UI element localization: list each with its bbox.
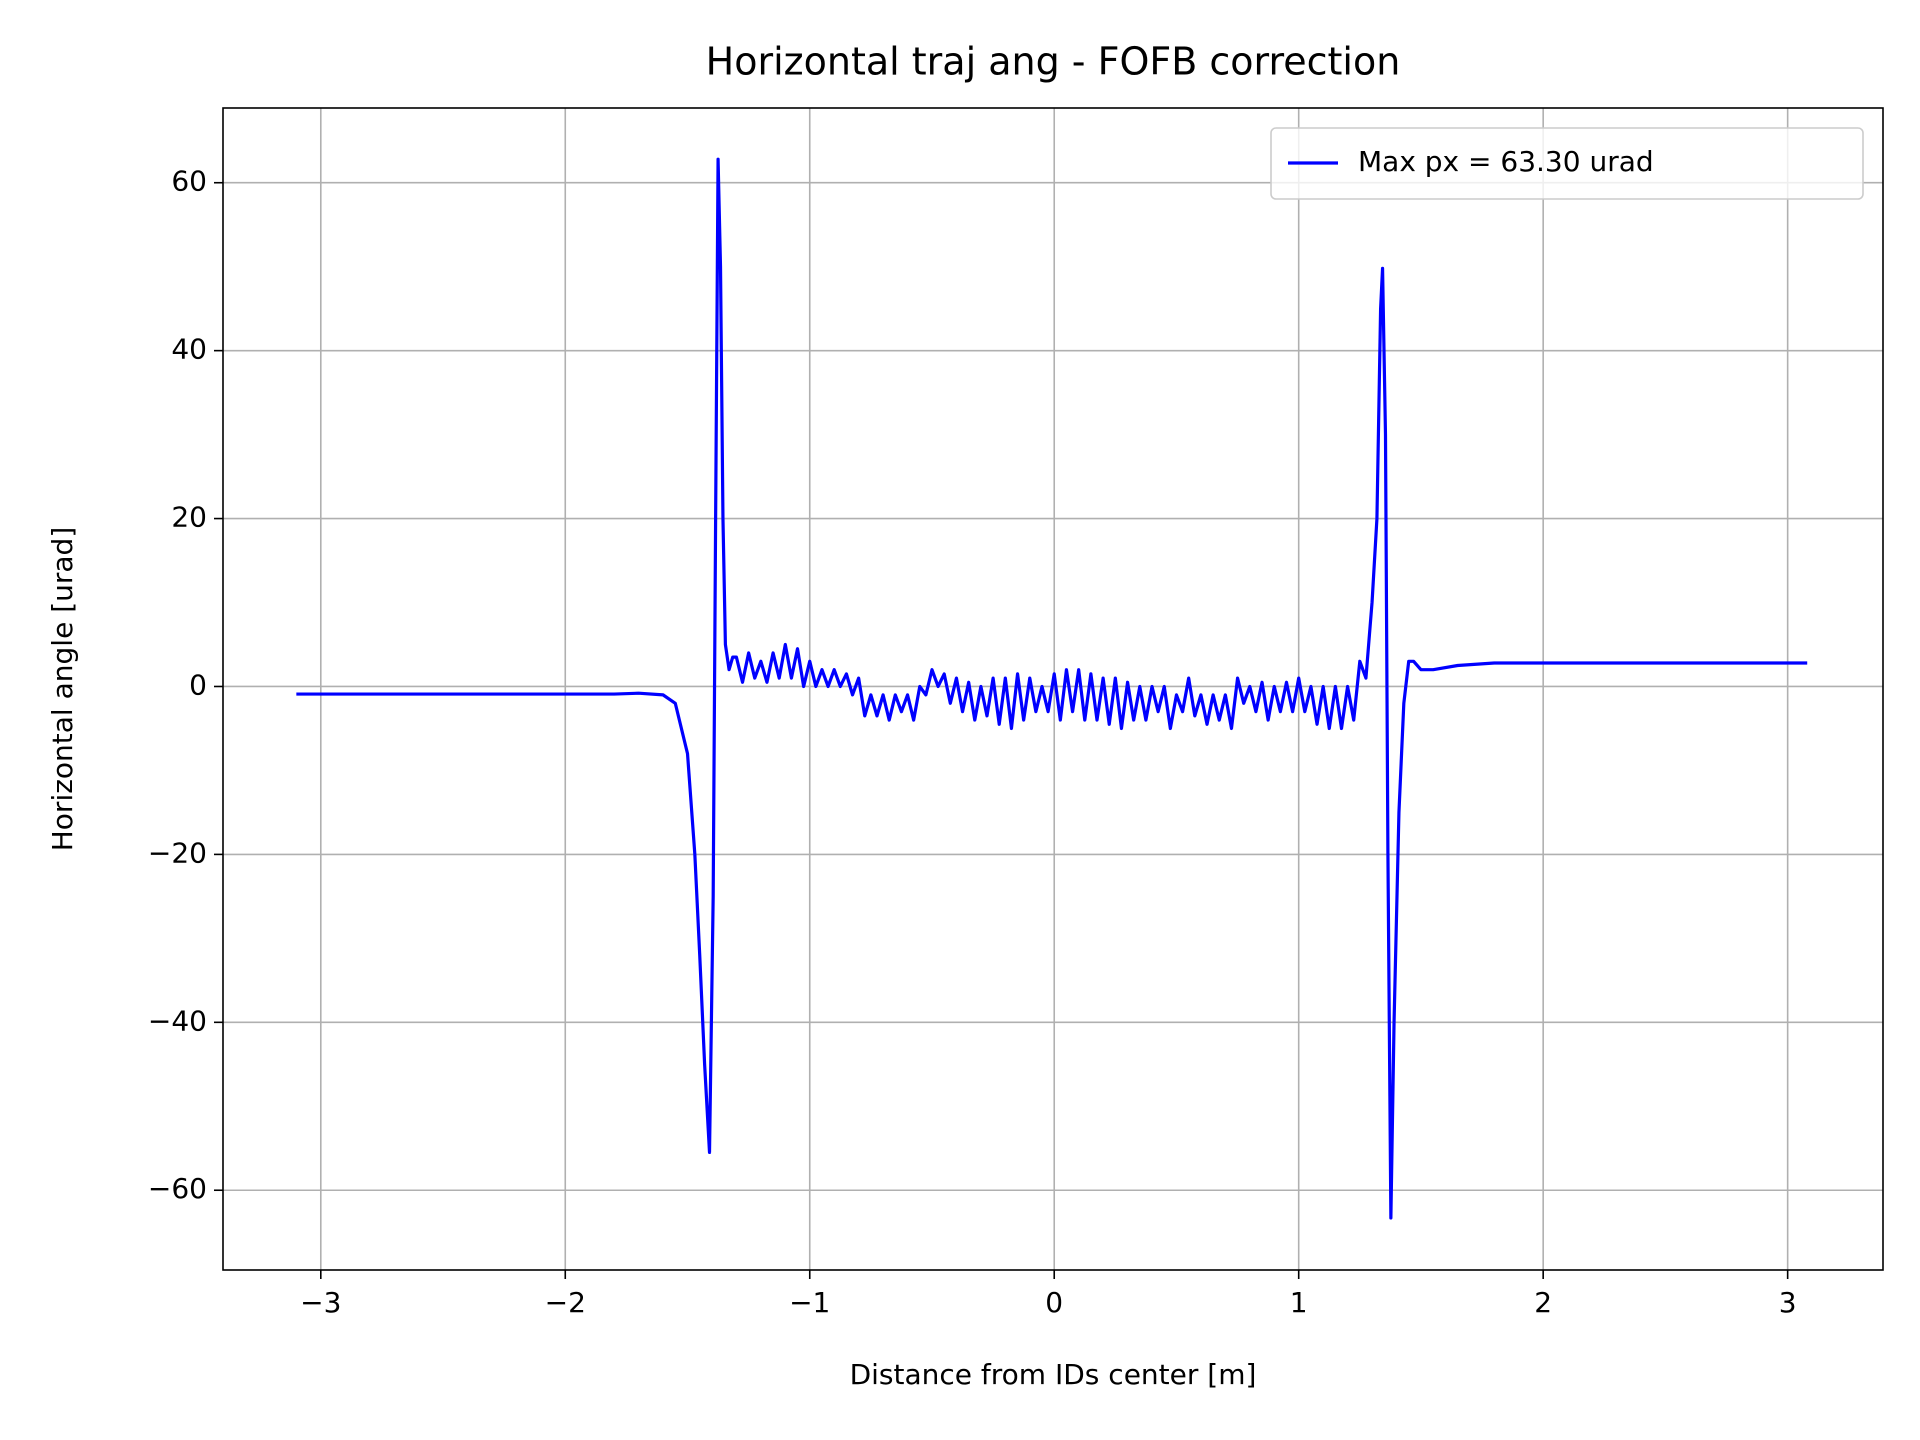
x-tick-label: −2 xyxy=(545,1286,586,1319)
y-tick-label: −40 xyxy=(148,1004,207,1037)
x-axis-label: Distance from IDs center [m] xyxy=(850,1358,1257,1391)
y-axis-label: Horizontal angle [urad] xyxy=(46,527,79,852)
chart-title: Horizontal traj ang - FOFB correction xyxy=(706,40,1401,84)
y-tick-label: 40 xyxy=(171,333,207,366)
y-tick-label: −60 xyxy=(148,1172,207,1205)
legend-box xyxy=(1270,127,1864,200)
y-tick-label: 0 xyxy=(189,668,207,701)
x-tick-label: 0 xyxy=(1045,1286,1063,1319)
data-line xyxy=(296,157,1808,1220)
x-tick-label: 3 xyxy=(1779,1286,1797,1319)
y-tick-label: −20 xyxy=(148,836,207,869)
x-tick-label: 2 xyxy=(1534,1286,1552,1319)
legend-label: Max px = 63.30 urad xyxy=(1358,145,1654,178)
plot-frame xyxy=(222,107,1884,1271)
legend: Max px = 63.30 urad xyxy=(1270,127,1864,200)
y-tick-label: 60 xyxy=(171,165,207,198)
x-tick-label: −1 xyxy=(789,1286,830,1319)
y-tick-label: 20 xyxy=(171,501,207,534)
x-tick-label: −3 xyxy=(300,1286,341,1319)
x-tick-label: 1 xyxy=(1290,1286,1308,1319)
